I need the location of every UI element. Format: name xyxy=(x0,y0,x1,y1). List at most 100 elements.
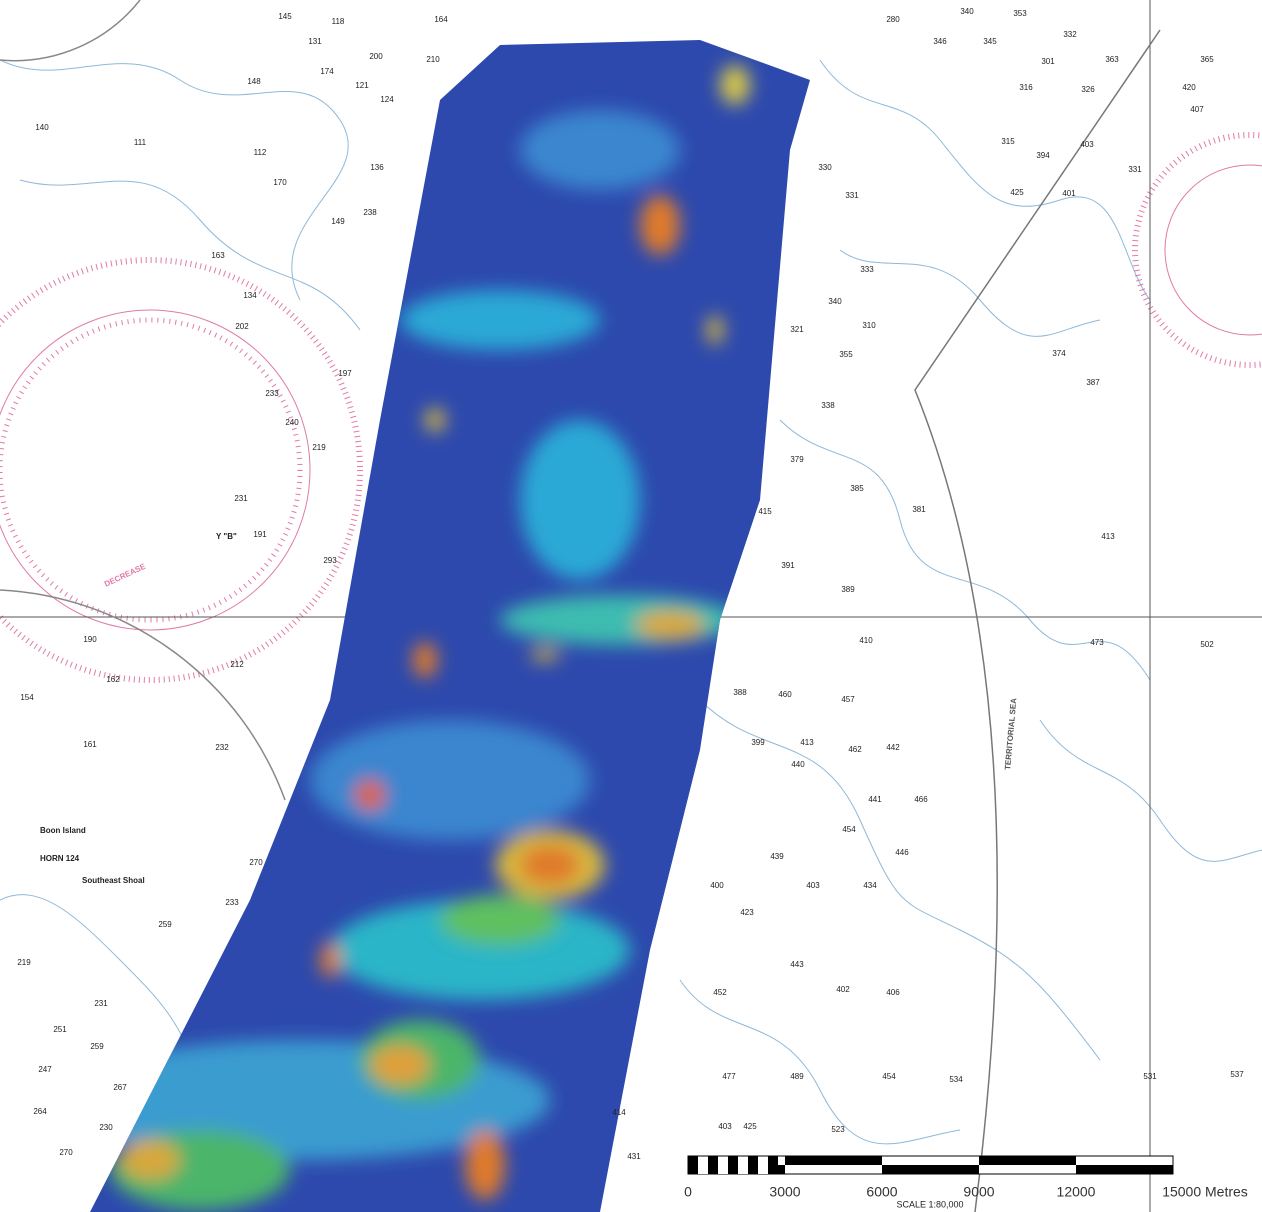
sounding: 149 xyxy=(331,217,345,226)
sounding: 232 xyxy=(215,743,229,752)
sounding: 440 xyxy=(791,760,805,769)
sounding: 124 xyxy=(380,95,394,104)
sounding: 331 xyxy=(845,191,859,200)
sounding: 425 xyxy=(1010,188,1024,197)
sounding: 161 xyxy=(83,740,97,749)
sounding: 240 xyxy=(285,418,299,427)
sounding: 403 xyxy=(806,881,820,890)
sounding: 502 xyxy=(1200,640,1214,649)
sounding: 387 xyxy=(1086,378,1100,387)
sounding: 460 xyxy=(778,690,792,699)
sounding: 340 xyxy=(960,7,974,16)
sounding: 442 xyxy=(886,743,900,752)
sounding: 407 xyxy=(1190,105,1204,114)
sounding: 489 xyxy=(790,1072,804,1081)
sounding: 466 xyxy=(914,795,928,804)
sounding: 413 xyxy=(800,738,814,747)
sounding: 200 xyxy=(369,52,383,61)
place-name: Southeast Shoal xyxy=(82,876,145,885)
sounding: 145 xyxy=(278,12,292,21)
sounding: 446 xyxy=(895,848,909,857)
sounding: 136 xyxy=(370,163,384,172)
sounding: 414 xyxy=(612,1108,626,1117)
sounding: 394 xyxy=(1036,151,1050,160)
sounding: 219 xyxy=(312,443,326,452)
sounding: 423 xyxy=(740,908,754,917)
sounding: 330 xyxy=(818,163,832,172)
sounding: 112 xyxy=(254,148,267,157)
sounding: 310 xyxy=(862,321,876,330)
sounding: 140 xyxy=(35,123,49,132)
sounding: 111 xyxy=(134,138,147,147)
sounding: 457 xyxy=(841,695,855,704)
sounding: 259 xyxy=(90,1042,104,1051)
sounding: 400 xyxy=(710,881,724,890)
place-name: Boon Island xyxy=(40,826,86,835)
sounding: 210 xyxy=(426,55,440,64)
sounding: 431 xyxy=(627,1152,641,1161)
sounding: 164 xyxy=(434,15,448,24)
sounding: 230 xyxy=(99,1123,113,1132)
sounding: 374 xyxy=(1052,349,1066,358)
sounding: 402 xyxy=(836,985,850,994)
sounding: 462 xyxy=(848,745,862,754)
sounding: 264 xyxy=(33,1107,47,1116)
sounding: 454 xyxy=(842,825,856,834)
sounding: 131 xyxy=(308,37,322,46)
sounding: 134 xyxy=(243,291,257,300)
sounding: 355 xyxy=(839,350,853,359)
sounding: 191 xyxy=(253,530,267,539)
sounding: 537 xyxy=(1230,1070,1244,1079)
scale-label: 6000 xyxy=(866,1184,897,1200)
sounding: 389 xyxy=(841,585,855,594)
sounding: 340 xyxy=(828,297,842,306)
sounding: 293 xyxy=(323,556,337,565)
sounding: 321 xyxy=(790,325,804,334)
sounding: 439 xyxy=(770,852,784,861)
sounding: 434 xyxy=(863,881,877,890)
sounding: 531 xyxy=(1143,1072,1157,1081)
sounding: 301 xyxy=(1041,57,1055,66)
sounding: 338 xyxy=(821,401,835,410)
place-name: Y "B" xyxy=(216,532,237,541)
sounding: 231 xyxy=(234,494,248,503)
sounding: 477 xyxy=(722,1072,736,1081)
sounding: 381 xyxy=(912,505,926,514)
scale-label: 3000 xyxy=(769,1184,800,1200)
sounding: 454 xyxy=(882,1072,896,1081)
sounding: 247 xyxy=(38,1065,52,1074)
sounding: 399 xyxy=(751,738,765,747)
sounding: 212 xyxy=(230,660,244,669)
scale-label: 0 xyxy=(684,1184,692,1200)
sounding: 233 xyxy=(225,898,239,907)
sounding: 251 xyxy=(53,1025,67,1034)
sounding: 162 xyxy=(106,675,120,684)
sounding: 443 xyxy=(790,960,804,969)
sounding: 231 xyxy=(94,999,108,1008)
sounding: 345 xyxy=(983,37,997,46)
sounding: 413 xyxy=(1101,532,1115,541)
sounding: 197 xyxy=(338,369,352,378)
sounding: 385 xyxy=(850,484,864,493)
scale-label: 9000 xyxy=(963,1184,994,1200)
sounding: 534 xyxy=(949,1075,963,1084)
sounding: 403 xyxy=(1080,140,1094,149)
sounding: 473 xyxy=(1090,638,1104,647)
sounding: 379 xyxy=(790,455,804,464)
sounding: 452 xyxy=(713,988,727,997)
sounding: 391 xyxy=(781,561,795,570)
sounding: 174 xyxy=(320,67,334,76)
sounding: 333 xyxy=(860,265,874,274)
sounding: 410 xyxy=(859,636,873,645)
sounding: 154 xyxy=(20,693,34,702)
sounding: 353 xyxy=(1013,9,1027,18)
sounding: 331 xyxy=(1128,165,1142,174)
sounding: 420 xyxy=(1182,83,1196,92)
sounding: 415 xyxy=(758,507,772,516)
sounding: 365 xyxy=(1200,55,1214,64)
scale-ratio: SCALE 1:80,000 xyxy=(896,1199,963,1209)
sounding: 326 xyxy=(1081,85,1095,94)
sounding: 363 xyxy=(1105,55,1119,64)
sounding: 388 xyxy=(733,688,747,697)
sounding: 118 xyxy=(332,17,345,26)
